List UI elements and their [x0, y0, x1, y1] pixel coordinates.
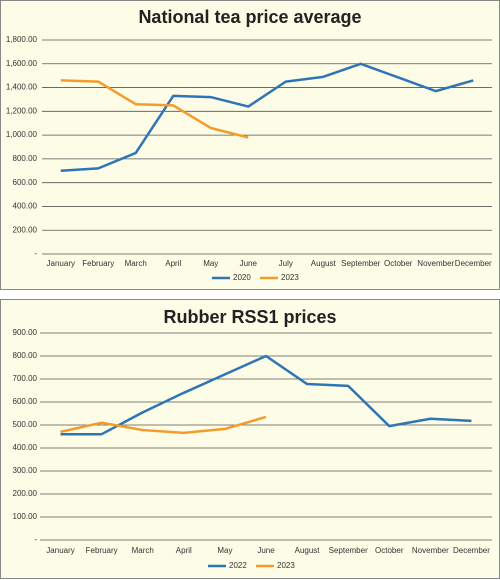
chart-title: Rubber RSS1 prices — [163, 307, 336, 327]
x-tick-label: December — [453, 546, 490, 555]
x-tick-label: November — [412, 546, 449, 555]
y-tick-label: 100.00 — [13, 512, 38, 521]
y-tick-label: 1,000.00 — [6, 130, 38, 139]
x-tick-label: July — [279, 259, 293, 268]
x-tick-label: October — [384, 259, 413, 268]
x-tick-label: February — [86, 546, 118, 555]
x-tick-label: January — [46, 546, 74, 555]
y-tick-label: - — [34, 535, 37, 544]
y-tick-label: 1,600.00 — [6, 59, 38, 68]
y-tick-label: 1,400.00 — [6, 83, 38, 92]
y-tick-label: 1,200.00 — [6, 106, 38, 115]
legend-label: 2023 — [281, 273, 299, 282]
y-tick-label: 800.00 — [13, 351, 38, 360]
y-tick-label: 300.00 — [13, 466, 38, 475]
data-line — [60, 354, 472, 436]
data-line — [60, 62, 474, 173]
x-tick-label: May — [203, 259, 218, 268]
y-tick-label: 200.00 — [13, 225, 38, 234]
y-tick-label: 800.00 — [13, 154, 38, 163]
x-tick-label: March — [125, 259, 147, 268]
legend-label: 2020 — [233, 273, 251, 282]
data-line — [60, 79, 249, 139]
y-tick-label: 1,800.00 — [6, 35, 38, 44]
chart-title: National tea price average — [138, 7, 361, 27]
x-tick-label: February — [82, 259, 114, 268]
panel — [0, 0, 500, 290]
data-line — [60, 415, 267, 435]
x-tick-label: December — [455, 259, 492, 268]
y-tick-label: 700.00 — [13, 374, 38, 383]
x-tick-label: April — [176, 546, 192, 555]
x-tick-label: March — [132, 546, 154, 555]
x-tick-label: September — [329, 546, 368, 555]
x-tick-label: August — [311, 259, 337, 268]
x-tick-label: May — [217, 546, 232, 555]
x-tick-label: June — [257, 546, 275, 555]
x-tick-label: November — [417, 259, 454, 268]
y-tick-label: 400.00 — [13, 202, 38, 211]
y-tick-label: 400.00 — [13, 443, 38, 452]
y-tick-label: 200.00 — [13, 489, 38, 498]
x-tick-label: August — [295, 546, 321, 555]
x-tick-label: January — [47, 259, 75, 268]
x-tick-label: April — [165, 259, 181, 268]
y-tick-label: 600.00 — [13, 397, 38, 406]
y-tick-label: 600.00 — [13, 178, 38, 187]
x-tick-label: June — [240, 259, 258, 268]
y-tick-label: 900.00 — [13, 328, 38, 337]
y-tick-label: - — [34, 249, 37, 258]
panel — [0, 299, 500, 579]
legend-label: 2022 — [229, 561, 247, 570]
x-tick-label: September — [341, 259, 380, 268]
y-tick-label: 500.00 — [13, 420, 38, 429]
x-tick-label: October — [375, 546, 404, 555]
legend-label: 2023 — [277, 561, 295, 570]
